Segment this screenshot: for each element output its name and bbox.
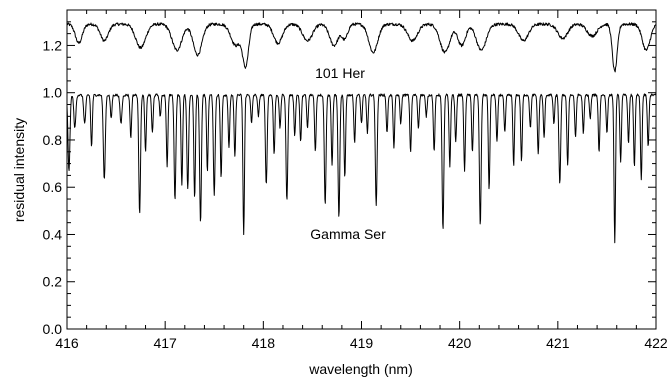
x-tick-label: 421 [546, 335, 570, 351]
x-tick-label: 420 [448, 335, 472, 351]
series-line-gamma-ser [66, 93, 657, 244]
y-axis: 0.0 0.2 0.4 0.6 0.8 1.0 1.2 [43, 9, 656, 337]
y-tick-label: 0.4 [43, 226, 63, 242]
series-label-gamma-ser: Gamma Ser [310, 226, 386, 242]
y-tick-label: 1.2 [43, 37, 63, 53]
x-tick-label: 416 [55, 335, 79, 351]
x-axis-label: wavelength (nm) [308, 361, 413, 377]
y-tick-label: 0.0 [43, 321, 63, 337]
y-tick-label: 0.6 [43, 179, 63, 195]
x-axis: 416 417 418 419 420 421 422 [55, 10, 668, 351]
x-tick-label: 417 [153, 335, 177, 351]
series-label-101-her: 101 Her [315, 65, 365, 81]
y-tick-label: 0.2 [43, 274, 63, 290]
y-tick-label: 1.0 [43, 85, 63, 101]
x-tick-label: 422 [644, 335, 668, 351]
y-axis-label: residual intensity [11, 118, 27, 222]
x-tick-label: 419 [350, 335, 374, 351]
y-tick-label: 0.8 [43, 132, 63, 148]
series-layer [66, 22, 657, 244]
x-tick-label: 418 [252, 335, 276, 351]
plot-frame [66, 9, 657, 330]
series-line-101-her [66, 22, 657, 73]
